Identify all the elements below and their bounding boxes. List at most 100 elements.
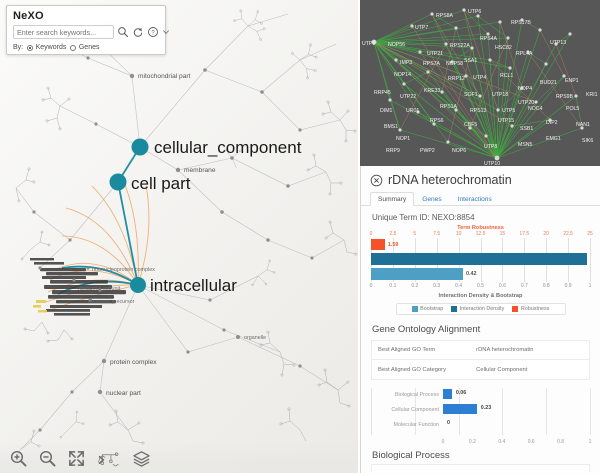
gene-label: UTP9 (362, 41, 375, 47)
tree-node-label: ribosome precursor (88, 299, 135, 305)
tick-label-bottom: 0.3 (433, 283, 441, 289)
search-panel: NeXO ? By: (6, 5, 169, 55)
tick-label-top: 12.5 (475, 231, 486, 237)
tree-node-intracellular[interactable] (130, 277, 146, 293)
go-bar-row: 0 (443, 419, 590, 429)
gene-label: RPS22A (450, 43, 470, 49)
tree-node-label: membrane (184, 167, 216, 174)
gene-label: RPS17B (511, 20, 531, 26)
close-circle-icon[interactable] (370, 174, 383, 187)
tick-label-top: 0 (369, 231, 373, 237)
search-icon[interactable] (117, 26, 129, 38)
tick-label-top: 22.5 (563, 231, 573, 237)
panel-header: rDNA heterochromatin (361, 166, 600, 191)
tick-label-bottom: 0 (369, 283, 373, 289)
tree-node-label: ribosomal subunit (78, 286, 121, 292)
bar-bootstrap-value: 0.42 (465, 271, 477, 277)
bar-interaction-density[interactable] (371, 253, 587, 265)
gene-label-hub: UTP10 (484, 161, 500, 166)
gene-label: UR01 (406, 108, 419, 114)
radio-genes[interactable]: Genes (70, 44, 99, 51)
go-bar[interactable] (443, 404, 477, 414)
gene-label: BUD21 (540, 80, 557, 86)
fit-content-icon[interactable] (67, 449, 86, 468)
search-input[interactable] (13, 25, 114, 39)
tab-summary[interactable]: Summary (370, 192, 415, 206)
tab-genes[interactable]: Genes (422, 196, 442, 203)
tree-node-label: protein complex (110, 359, 157, 366)
radio-genes-dot[interactable] (70, 44, 77, 51)
gene-label: NOP14 (394, 72, 411, 78)
tree-node-cell-part[interactable] (109, 173, 127, 191)
go-alignment-chart: Biological Process 0.06 Cellular Component… (371, 388, 592, 448)
gene-label: SIK6 (582, 138, 593, 144)
chart-top-axis-title: Term Robustness (457, 225, 504, 231)
go-row-key: Best Aligned GO Term (378, 347, 436, 353)
go-category-label: Molecular Function (393, 422, 439, 428)
tab-interactions[interactable]: Interactions (457, 196, 492, 203)
gridline (590, 238, 591, 282)
go-row-value: rDNA heterochromatin (476, 347, 534, 353)
gene-label: RPS7A (423, 61, 441, 67)
gene-label: RCL1 (500, 73, 513, 79)
tree-node-label-cell-part: cell part (131, 174, 191, 193)
legend-item-interaction-density[interactable]: Interaction Density (451, 306, 504, 312)
refresh-icon[interactable] (132, 26, 144, 38)
zoom-out-icon[interactable] (38, 449, 57, 468)
gene-label: RRP45 (374, 90, 391, 96)
legend-label-interaction-density: Interaction Density (459, 306, 505, 312)
gene-label: ENP1 (565, 78, 579, 84)
tree-node-label-intracellular: intracellular (150, 276, 237, 295)
tick-label-bottom: 0.4 (455, 283, 463, 289)
unique-term-id: Unique Term ID: NEXO:8854 (372, 213, 475, 222)
go-bar-value: 0.23 (480, 405, 492, 411)
tick-label-top: 10 (455, 231, 462, 237)
go-chart-plot: Biological Process 0.06 Cellular Component… (371, 388, 591, 438)
table-row: Best Aligned GO Category Cellular Compon… (372, 360, 589, 379)
gene-label: NOP1 (396, 136, 410, 142)
gene-label: POL5 (566, 106, 579, 112)
go-tick-label: 0 (441, 439, 445, 445)
chart-legend: Bootstrap Interaction Density Robustness (395, 303, 566, 315)
radio-keywords-dot[interactable] (27, 44, 34, 51)
go-tick-label: 0.8 (557, 439, 565, 445)
bar-bootstrap[interactable] (371, 268, 463, 280)
gene-interaction-network[interactable]: RPS8A UTP7 UTP6 RPS17B NOP56 UTP21 RPS22… (360, 0, 600, 166)
layers-icon[interactable] (132, 449, 151, 468)
zoom-in-icon[interactable] (9, 449, 28, 468)
legend-swatch-robustness (512, 306, 519, 312)
tree-node-cellular-component[interactable] (131, 138, 149, 156)
gene-label: RPS6 (430, 118, 444, 124)
panel-title: rDNA heterochromatin (388, 173, 512, 187)
gene-label: RRP9 (386, 148, 400, 154)
gene-label: HSC82 (495, 45, 512, 51)
radio-keywords[interactable]: Keywords (27, 44, 66, 51)
hierarchy-icon[interactable] (96, 449, 122, 468)
help-icon[interactable]: ? (147, 26, 159, 38)
gene-label: DIM1 (380, 108, 393, 114)
legend-swatch-interaction-density (451, 306, 458, 312)
chevron-down-icon[interactable] (162, 26, 170, 38)
go-bar[interactable] (443, 389, 452, 399)
gene-label: RPL4A (516, 51, 533, 57)
ontology-tree-canvas[interactable]: mitochondrial part membrane protein comp… (0, 0, 358, 473)
tick-label-bottom: 0.1 (389, 283, 397, 289)
go-bar-value: 0.06 (455, 390, 467, 396)
gene-label: UTP7 (415, 25, 428, 31)
detail-tabs: Summary Genes Interactions (361, 191, 600, 206)
legend-item-bootstrap[interactable]: Bootstrap (411, 306, 444, 312)
biological-process-table (371, 464, 590, 472)
legend-label-bootstrap: Bootstrap (420, 306, 444, 312)
go-chart-axis: 0 0.2 0.4 0.6 0.8 1 (441, 439, 592, 448)
gene-label: BMS1 (384, 124, 398, 130)
tree-node-label: nuclear part (106, 390, 141, 397)
go-alignment-title: Gene Ontology Alignment (372, 324, 481, 335)
tick-label-bottom: 0.2 (411, 283, 419, 289)
bar-robustness[interactable] (371, 239, 385, 250)
go-bar-row: 0.23 (443, 404, 590, 414)
legend-label-robustness: Robustness (520, 306, 550, 312)
gridline (546, 388, 548, 435)
legend-item-robustness[interactable]: Robustness (512, 306, 549, 312)
tick-label-top: 15 (499, 231, 506, 237)
gridline (371, 388, 372, 435)
